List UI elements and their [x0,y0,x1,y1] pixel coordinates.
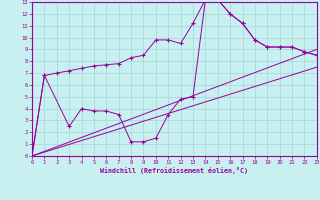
X-axis label: Windchill (Refroidissement éolien,°C): Windchill (Refroidissement éolien,°C) [100,167,248,174]
